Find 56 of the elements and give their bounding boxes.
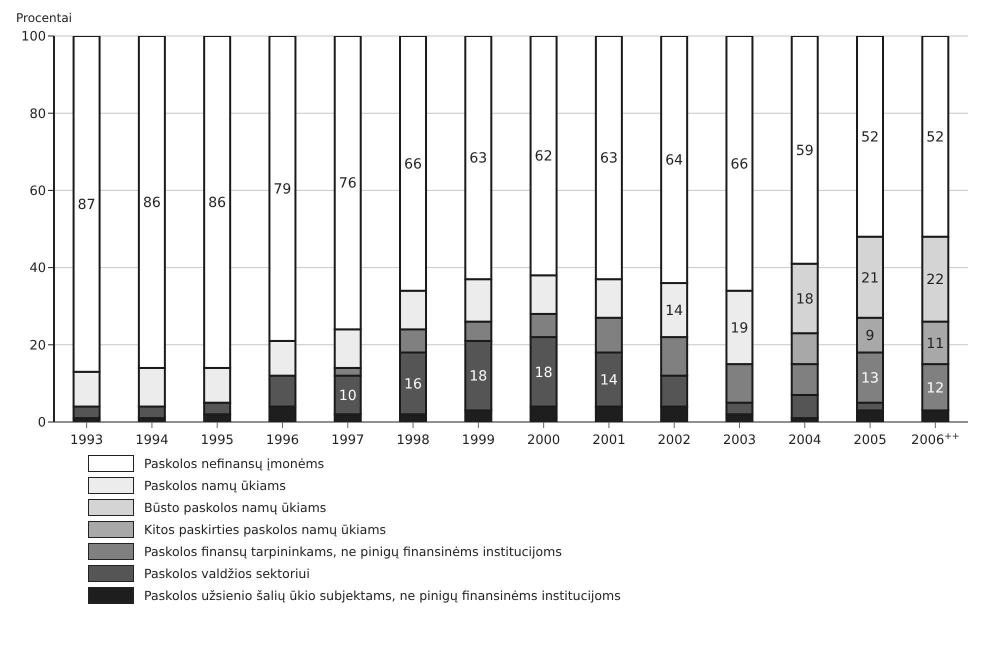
data-label: 86	[208, 194, 226, 211]
data-label: 76	[338, 176, 357, 192]
x-tick-label: 1996	[266, 433, 300, 448]
data-label: 21	[861, 270, 879, 286]
legend-label: Paskolos finansų tarpininkams, ne pinigų finansinėms institucijoms	[144, 544, 562, 558]
data-label: 52	[926, 129, 944, 146]
data-label: 19	[730, 320, 748, 336]
data-label: 79	[274, 181, 292, 198]
legend-label: Būsto paskolos namų ūkiams	[144, 500, 326, 514]
y-tick-label: 40	[29, 261, 46, 276]
y-tick-label: 80	[29, 106, 46, 122]
x-tick-label: 1994	[135, 433, 168, 448]
y-tick-label: 20	[29, 338, 46, 354]
data-label: 66	[730, 156, 748, 172]
y-tick-label: 0	[38, 416, 46, 431]
x-tick-label: 2005	[854, 433, 887, 448]
data-label: 86	[142, 194, 161, 211]
legend-label: Paskolos užsienio šalių ūkio subjektams, ne pinigų finansinėms institucijoms	[144, 588, 621, 602]
x-tick-label: 2000	[527, 433, 560, 448]
y-axis-title: Procentai	[16, 11, 72, 25]
data-label: 59	[796, 142, 814, 159]
x-tick-label: 1995	[200, 433, 234, 448]
data-label: 22	[926, 272, 944, 288]
x-tick-label: 2004	[788, 433, 822, 448]
y-tick-label: 100	[21, 30, 46, 45]
data-label: 18	[534, 364, 552, 381]
data-label: 52	[861, 129, 879, 146]
x-tick-label: 2006$^{++}$	[911, 432, 960, 448]
data-label: 18	[796, 291, 814, 308]
data-label: 14	[665, 303, 684, 320]
x-tick-label: 2002	[658, 433, 691, 448]
data-label: 11	[926, 336, 944, 352]
data-label: 64	[665, 152, 684, 169]
x-tick-label: 1997	[331, 433, 364, 448]
legend-label: Paskolos valdžios sektoriui	[144, 566, 310, 580]
x-tick-label: 1999	[462, 433, 495, 448]
data-label: 62	[534, 148, 552, 165]
x-tick-label: 2003	[722, 433, 756, 448]
x-tick-label: 1993	[70, 433, 104, 448]
legend-label: Paskolos namų ūkiams	[144, 478, 286, 492]
legend-label: Paskolos nefinansų įmonėms	[144, 456, 324, 470]
x-tick-label: 2001	[592, 433, 626, 448]
data-label: 16	[404, 376, 422, 392]
data-label: 18	[469, 368, 488, 385]
data-label: 66	[404, 156, 422, 172]
data-label: 63	[600, 150, 618, 167]
data-label: 87	[78, 196, 96, 213]
data-label: 13	[861, 370, 879, 387]
data-label: 63	[469, 150, 488, 167]
y-tick-label: 60	[29, 184, 46, 200]
legend-label: Kitos paskirties paskolos namų ūkiams	[144, 522, 386, 536]
data-label: 12	[926, 380, 944, 396]
data-label: 10	[338, 388, 357, 404]
data-label: 14	[600, 372, 618, 389]
data-label: 9	[866, 328, 874, 344]
x-tick-label: 1998	[396, 433, 430, 448]
